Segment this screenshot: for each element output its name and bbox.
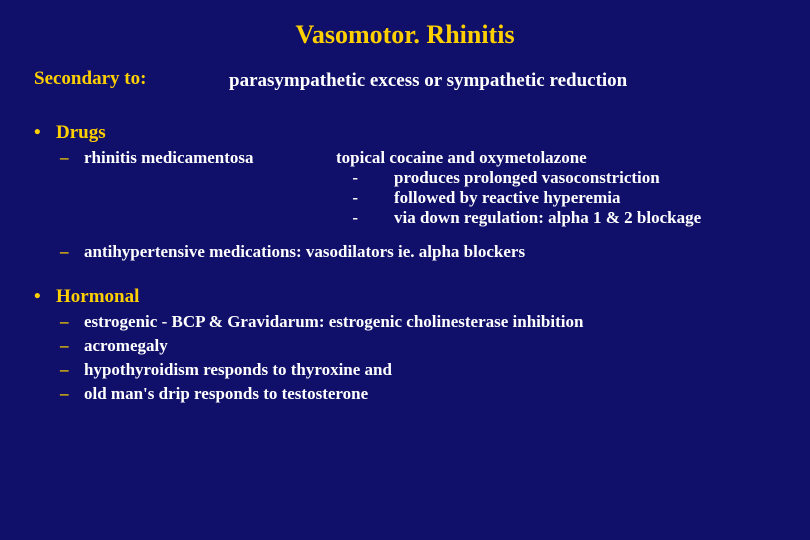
- rm-line-2: followed by reactive hyperemia: [394, 188, 620, 208]
- rhinitis-medicamentosa-item: – rhinitis medicamentosa topical cocaine…: [0, 146, 810, 230]
- rm-name: rhinitis medicamentosa: [84, 148, 336, 168]
- antihypertensive-item: – antihypertensive medications: vasodila…: [0, 240, 810, 264]
- hormonal-item-4: – old man's drip responds to testosteron…: [0, 382, 810, 406]
- antihyp-text: antihypertensive medications: vasodilato…: [84, 242, 525, 262]
- dash-icon: –: [60, 148, 84, 228]
- secondary-row: Secondary to: parasympathetic excess or …: [0, 68, 810, 106]
- dash-icon: -: [336, 188, 394, 208]
- dash-icon: –: [60, 384, 84, 404]
- slide: Vasomotor. Rhinitis Secondary to: parasy…: [0, 0, 810, 540]
- hormonal-text-3: hypothyroidism responds to thyroxine and: [84, 360, 392, 380]
- dash-icon: -: [336, 168, 394, 188]
- dash-icon: –: [60, 242, 84, 262]
- slide-title: Vasomotor. Rhinitis: [0, 0, 810, 68]
- hormonal-heading: Hormonal: [56, 286, 139, 308]
- hormonal-bullet: • Hormonal: [0, 280, 810, 310]
- hormonal-item-1: – estrogenic - BCP & Gravidarum: estroge…: [0, 310, 810, 334]
- rm-line-3: via down regulation: alpha 1 & 2 blockag…: [394, 208, 701, 228]
- bullet-dot-icon: •: [34, 122, 56, 144]
- hormonal-text-2: acromegaly: [84, 336, 168, 356]
- secondary-value: parasympathetic excess or sympathetic re…: [229, 68, 627, 94]
- dash-icon: –: [60, 336, 84, 356]
- drugs-heading: Drugs: [56, 122, 106, 144]
- hormonal-text-4: old man's drip responds to testosterone: [84, 384, 368, 404]
- drugs-bullet: • Drugs: [0, 116, 810, 146]
- dash-icon: -: [336, 208, 394, 228]
- hormonal-text-1: estrogenic - BCP & Gravidarum: estrogeni…: [84, 312, 583, 332]
- dash-icon: –: [60, 360, 84, 380]
- bullet-dot-icon: •: [34, 286, 56, 308]
- dash-icon: –: [60, 312, 84, 332]
- rm-line-1: produces prolonged vasoconstriction: [394, 168, 660, 188]
- rm-right-first: topical cocaine and oxymetolazone: [336, 148, 776, 168]
- secondary-label: Secondary to:: [34, 68, 229, 94]
- hormonal-item-3: – hypothyroidism responds to thyroxine a…: [0, 358, 810, 382]
- hormonal-item-2: – acromegaly: [0, 334, 810, 358]
